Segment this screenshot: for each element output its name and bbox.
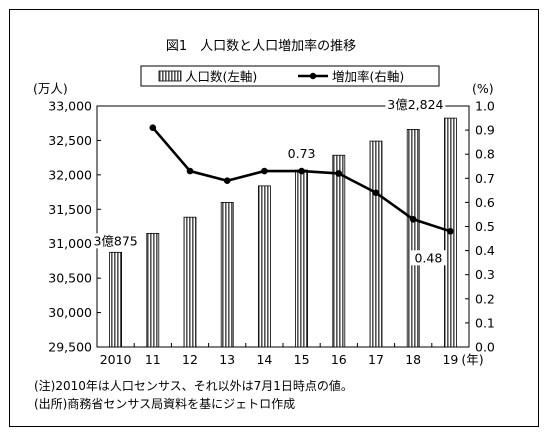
annotation-background [283, 146, 320, 162]
left-tick-label: 30,000 [48, 305, 92, 320]
right-tick-label: 0.0 [475, 340, 495, 355]
annotations: 3億875 3億2,824 0.73 0.48 [93, 97, 447, 266]
legend-box [140, 65, 440, 87]
x-axis-tick-labels: 2010 11 12 13 14 15 16 17 18 19 (年) [100, 352, 484, 367]
footnote-note: (注)2010年は人口センサス、それ以外は7月1日時点の値。 [34, 379, 353, 393]
growth-rate-point [335, 170, 343, 177]
annotation-background [385, 97, 446, 113]
right-tick-label: 0.4 [475, 243, 495, 258]
footnote-source: (出所)商務省センサス局資料を基にジェトロ作成 [34, 397, 296, 411]
left-tick-label: 33,000 [48, 99, 92, 114]
annotation-label: 3億2,824 [387, 97, 443, 112]
left-tick-label: 29,500 [48, 340, 92, 355]
growth-rate-point [409, 215, 417, 223]
legend-bar-swatch [158, 70, 182, 82]
left-axis-tick-labels: 29,500 30,000 30,500 31,000 31,500 32,000 32,5… [48, 99, 92, 355]
population-bar [332, 154, 346, 348]
x-tick-label: 18 [405, 352, 421, 367]
x-tick-label: 15 [294, 352, 310, 367]
x-tick-label: 12 [182, 352, 198, 367]
footnotes: (注)2010年は人口センサス、それ以外は7月1日時点の値。 (出所)商務省セン… [34, 377, 353, 413]
population-bar [146, 232, 160, 348]
growth-rate-point [298, 167, 305, 175]
annotation-background [410, 250, 447, 266]
x-tick-label: 19 [442, 352, 458, 367]
x-tick-label: 13 [219, 352, 235, 367]
population-bar [220, 201, 234, 348]
right-axis-unit: (%) [472, 81, 494, 96]
left-axis-unit: (万人) [33, 81, 68, 96]
annotation-label: 3億875 [93, 233, 137, 248]
right-tick-label: 0.5 [475, 219, 495, 234]
plot-area [96, 105, 470, 348]
population-bar [109, 251, 122, 348]
right-tick-label: 1.0 [475, 99, 495, 114]
population-bar [257, 185, 271, 348]
bars-group [109, 117, 457, 348]
growth-line-group [149, 124, 454, 235]
left-tick-label: 32,500 [48, 133, 92, 148]
x-tick-label: 17 [368, 352, 384, 367]
right-axis-tick-labels: 0.0 0.1 0.2 0.3 0.4 0.5 0.6 0.7 0.8 0.9 1.0 [475, 99, 495, 355]
right-tick-label: 0.7 [475, 171, 495, 186]
figure-frame [9, 9, 539, 427]
growth-rate-point [186, 167, 194, 175]
right-tick-label: 0.2 [475, 291, 495, 306]
left-tick-label: 31,500 [48, 202, 92, 217]
right-tick-label: 0.6 [475, 195, 495, 210]
left-tick-label: 31,000 [48, 236, 92, 251]
right-tick-label: 0.3 [475, 267, 495, 282]
legend: 人口数(左軸) 増加率(右軸) [140, 65, 440, 87]
legend-line-marker [309, 72, 317, 80]
growth-rate-point [447, 228, 454, 235]
x-axis-unit: (年) [461, 352, 483, 367]
x-tick-label: 16 [331, 352, 347, 367]
legend-label-growth: 増加率(右軸) [332, 69, 404, 84]
population-bar [183, 216, 197, 348]
chart-title: 図1 人口数と人口増加率の推移 [166, 38, 356, 54]
growth-rate-point [261, 167, 268, 175]
right-tick-label: 0.9 [475, 123, 495, 138]
annotation-label: 0.48 [414, 250, 442, 265]
right-tick-label: 0.1 [475, 315, 495, 330]
growth-rate-point [223, 177, 231, 185]
growth-rate-point [372, 189, 380, 197]
left-tick-label: 32,000 [48, 167, 92, 182]
legend-label-population: 人口数(左軸) [185, 69, 257, 84]
population-bar [295, 169, 309, 348]
annotation-background [93, 233, 138, 249]
left-tick-label: 30,500 [48, 271, 92, 286]
growth-rate-point [149, 124, 157, 131]
right-tick-label: 0.8 [475, 147, 495, 162]
annotation-label: 0.73 [288, 146, 316, 161]
population-bar [406, 129, 420, 348]
x-tick-label: 11 [145, 352, 161, 367]
x-tick-label: 2010 [100, 352, 132, 367]
population-bar [369, 140, 383, 348]
x-tick-label: 14 [256, 352, 272, 367]
